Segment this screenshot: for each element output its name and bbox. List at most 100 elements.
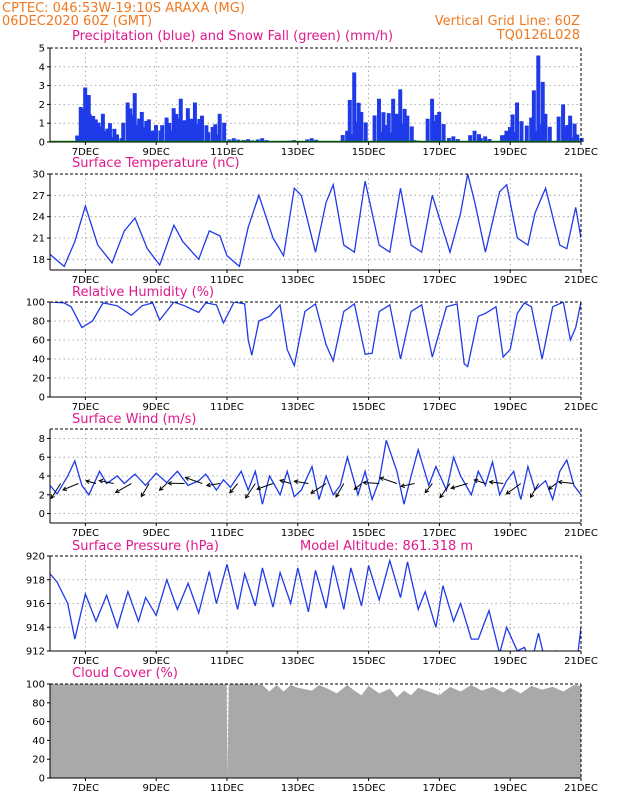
wind-series-line <box>50 440 581 505</box>
precip-bar <box>255 139 260 142</box>
pres-ytick-label: 912 <box>26 647 45 658</box>
pres-xtick-label: 19DEC <box>493 656 527 667</box>
precip-bar <box>260 138 265 142</box>
header-location: CPTEC: 046:53W-19:10S ARAXA (MG) <box>2 1 245 16</box>
wind-arrow <box>489 481 504 485</box>
wind-xtick-label: 17DEC <box>423 528 457 539</box>
precip-bar <box>160 125 165 142</box>
precip-bar <box>192 102 197 142</box>
wind-arrow <box>335 483 345 498</box>
wind-title: Surface Wind (m/s) <box>72 412 196 427</box>
precip-panel: 7DEC 9DEC 11DEC 13DEC 15DEC 17DEC 19DEC 21DEC 0 1… <box>39 44 598 159</box>
precip-bar <box>510 114 515 142</box>
precip-bar <box>246 139 251 142</box>
temp-ytick-label: 18 <box>32 255 45 266</box>
pres-series-line <box>50 558 581 651</box>
wind-arrow-head <box>62 486 68 491</box>
precip-bar <box>185 108 190 142</box>
rh-xtick-label: 13DEC <box>281 402 315 413</box>
wind-xtick-label: 13DEC <box>281 528 315 539</box>
pres-xtick-label: 11DEC <box>210 656 244 667</box>
precip-bar <box>425 118 430 142</box>
precip-bar <box>222 122 227 142</box>
pres-xtick-label: 17DEC <box>423 656 457 667</box>
wind-arrow <box>85 480 97 485</box>
rh-xtick-label: 9DEC <box>143 402 170 413</box>
precip-bar <box>507 126 512 142</box>
wind-arrow-head <box>84 479 90 484</box>
wind-arrow <box>379 477 398 484</box>
precip-bar <box>210 126 215 142</box>
precip-bar <box>430 98 435 142</box>
cloud-panel: 7DEC 9DEC 11DEC 13DEC 15DEC 17DEC 19DEC 21DEC 0 2… <box>26 680 598 795</box>
temp-xtick-label: 11DEC <box>210 275 244 286</box>
temp-ytick-label: 21 <box>32 234 45 245</box>
precip-bar <box>75 135 80 142</box>
wind-arrow-head <box>473 478 479 484</box>
precip-xtick-label: 11DEC <box>210 147 244 158</box>
wind-ytick-label: 2 <box>39 490 45 501</box>
precip-bar <box>500 135 505 142</box>
wind-ytick-label: 6 <box>39 453 45 464</box>
temp-xtick-label: 13DEC <box>281 275 315 286</box>
wind-arrow <box>99 480 114 485</box>
precip-bar <box>540 81 545 142</box>
wind-arrow-head <box>229 488 234 494</box>
rh-series-line <box>50 302 581 368</box>
precip-bar <box>379 131 384 142</box>
precip-bar <box>100 113 105 142</box>
precip-bar <box>561 104 566 142</box>
precip-bar <box>149 131 154 142</box>
wind-arrow <box>424 483 433 493</box>
cloud-title: Cloud Cover (%) <box>72 666 178 681</box>
precip-bar <box>575 134 580 142</box>
temp-panel: 7DEC 9DEC 11DEC 13DEC 15DEC 17DEC 19DEC 21DEC 18… <box>32 170 598 287</box>
cloud-xtick-label: 19DEC <box>493 783 527 794</box>
precip-bar <box>400 123 405 142</box>
precip-ytick-label: 3 <box>39 81 45 92</box>
precip-xtick-label: 19DEC <box>493 147 527 158</box>
precip-bar <box>107 123 112 142</box>
cloud-xtick-label: 17DEC <box>423 783 457 794</box>
precip-xtick-label: 9DEC <box>143 147 170 158</box>
precip-bar <box>178 98 183 142</box>
wind-arrow <box>558 481 574 485</box>
precip-ytick-label: 2 <box>39 100 45 111</box>
cloud-xtick-label: 21DEC <box>564 783 598 794</box>
precip-bar <box>570 137 575 142</box>
wind-xtick-label: 15DEC <box>352 528 386 539</box>
rh-xtick-label: 7DEC <box>72 402 99 413</box>
precip-bar <box>195 124 200 142</box>
precip-bar <box>377 98 381 142</box>
precip-bar <box>153 125 158 142</box>
wind-arrow <box>115 483 132 493</box>
wind-arrow-head <box>256 485 262 491</box>
precip-bar <box>437 111 442 142</box>
precip-bar <box>340 135 345 142</box>
precip-bar <box>359 111 364 142</box>
wind-arrow <box>548 483 557 490</box>
cloud-area <box>50 684 581 778</box>
wind-arrow-head <box>158 486 164 491</box>
temp-xtick-label: 17DEC <box>423 275 457 286</box>
precip-ytick-label: 5 <box>39 44 45 55</box>
precip-bar <box>405 115 410 142</box>
precip-bar <box>167 122 172 142</box>
precip-bar <box>135 124 140 142</box>
precip-bar <box>524 125 529 142</box>
rh-xtick-label: 19DEC <box>493 402 527 413</box>
precip-bar <box>372 115 377 142</box>
precip-bar <box>441 124 446 142</box>
precip-bar <box>432 121 437 142</box>
pres-ytick-label: 914 <box>26 623 45 634</box>
wind-xtick-label: 9DEC <box>143 528 170 539</box>
precip-bar <box>164 117 169 142</box>
precip-bar <box>174 113 179 142</box>
precip-bar <box>352 72 357 142</box>
wind-arrow <box>229 483 239 494</box>
precip-xtick-label: 21DEC <box>564 147 598 158</box>
wind-xtick-label: 7DEC <box>72 528 99 539</box>
precip-xtick-label: 15DEC <box>352 147 386 158</box>
wind-panel: 7DEC 9DEC 11DEC 13DEC 15DEC 17DEC 19DEC 21DEC 0 2… <box>39 428 598 539</box>
cloud-ytick-label: 40 <box>32 736 45 747</box>
